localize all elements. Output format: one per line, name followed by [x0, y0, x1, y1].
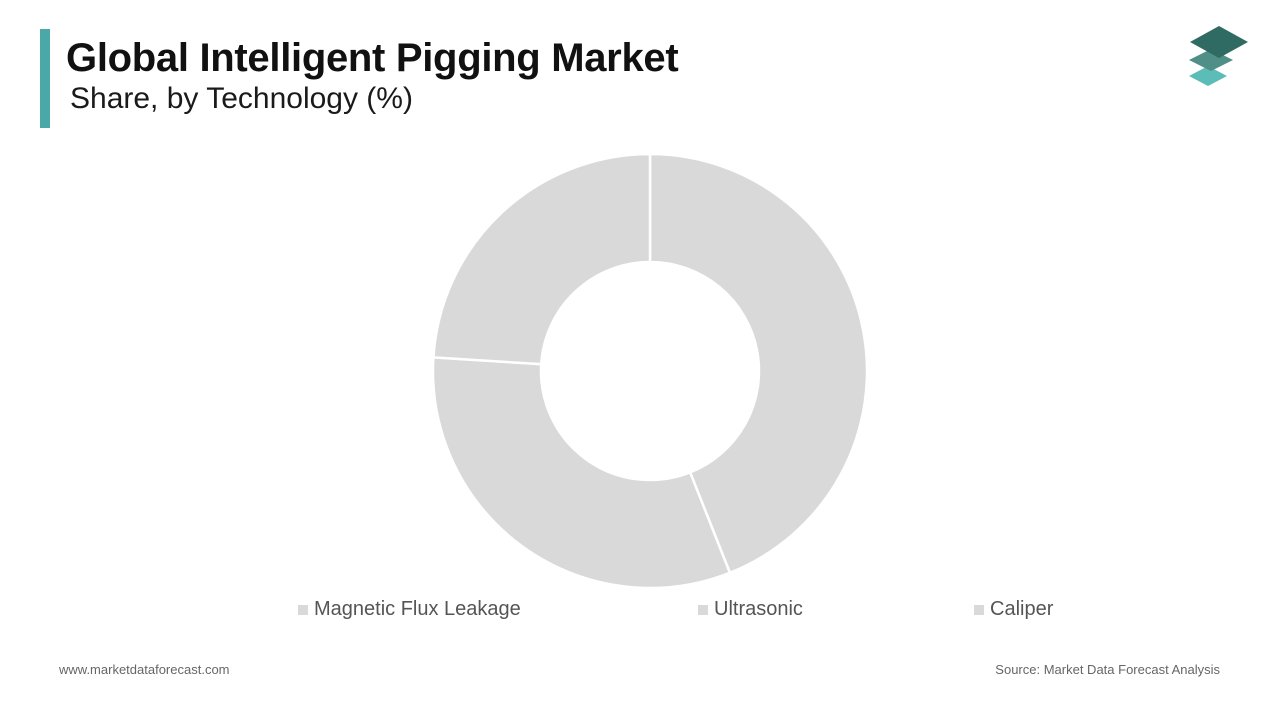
legend-item-caliper: Caliper: [974, 598, 1053, 621]
legend-item-ultrasonic: Ultrasonic: [698, 598, 803, 621]
legend-label: Ultrasonic: [714, 598, 803, 620]
chart-subtitle: Share, by Technology (%): [70, 82, 413, 115]
chart-title: Global Intelligent Pigging Market: [66, 36, 679, 80]
donut-slice-ultrasonic: [431, 356, 732, 590]
legend-swatch: [974, 604, 984, 615]
chart-legend: Magnetic Flux Leakage Ultrasonic Caliper: [0, 598, 1280, 628]
donut-slice-magnetic-flux-leakage: [648, 152, 869, 575]
footer-website: www.marketdataforecast.com: [59, 662, 230, 677]
legend-item-magnetic-flux-leakage: Magnetic Flux Leakage: [298, 598, 521, 621]
donut-slice-caliper: [432, 152, 652, 366]
legend-label: Magnetic Flux Leakage: [314, 598, 521, 620]
legend-swatch: [698, 604, 708, 615]
title-accent-bar: [40, 29, 50, 128]
legend-label: Caliper: [990, 598, 1054, 620]
footer-source: Source: Market Data Forecast Analysis: [995, 662, 1220, 677]
brand-logo-icon: [1189, 26, 1248, 86]
legend-swatch: [298, 604, 308, 615]
